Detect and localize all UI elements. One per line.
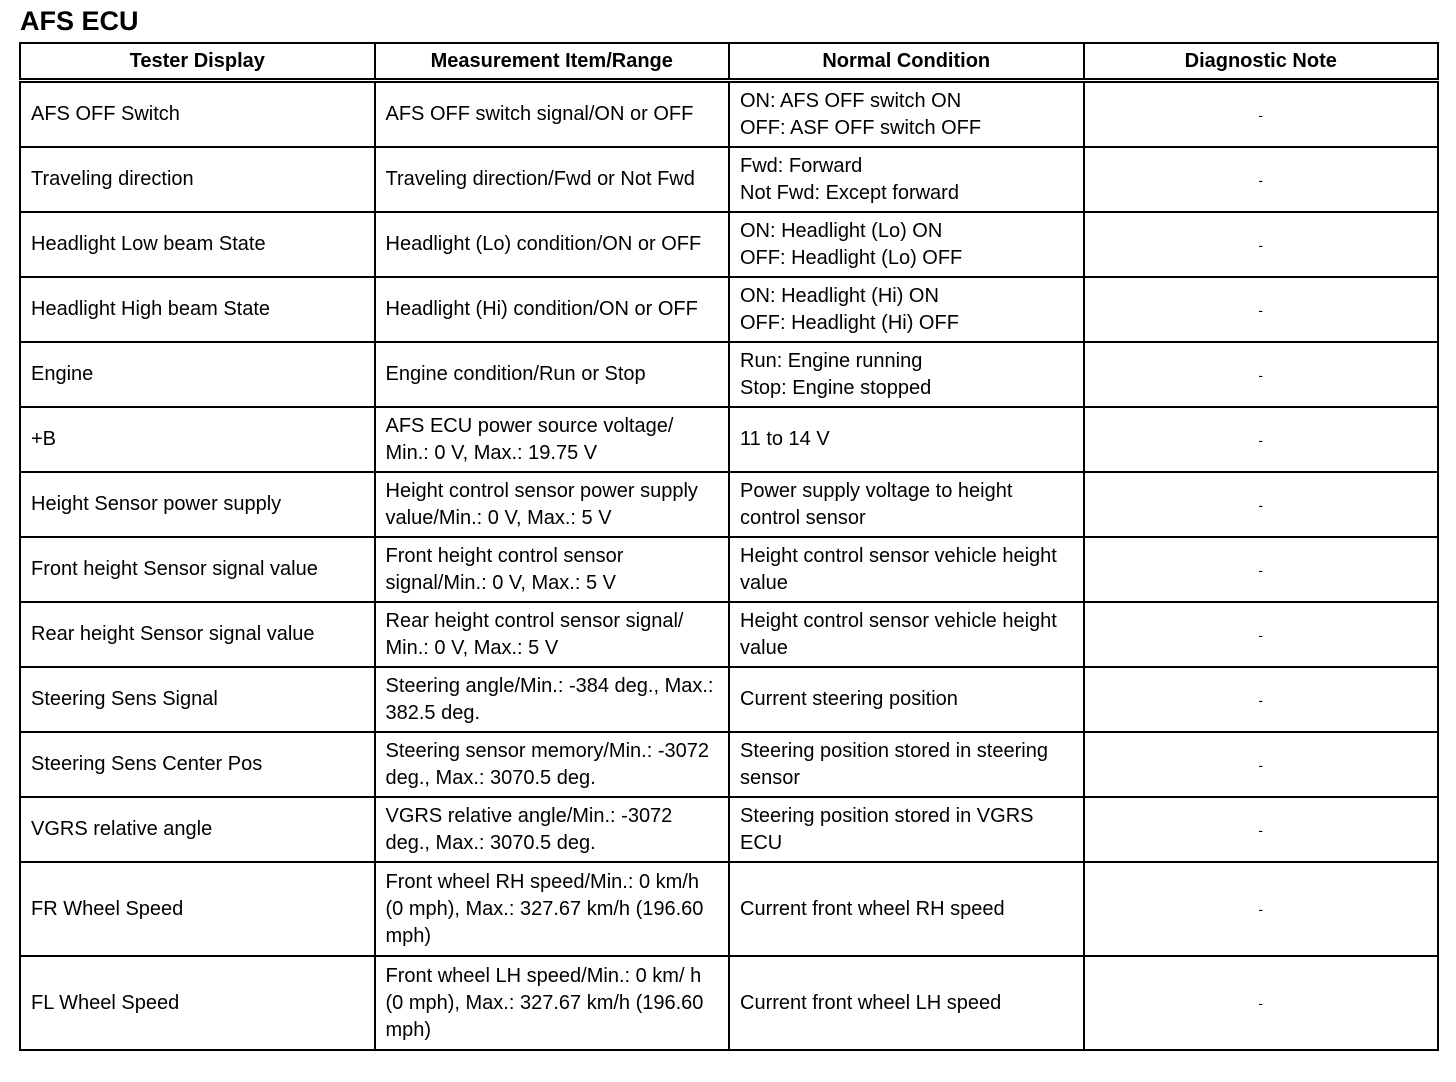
header-tester-display: Tester Display xyxy=(19,42,376,83)
measurement-item-cell: Headlight (Lo) condition/ON or OFF xyxy=(373,211,730,278)
measurement-item-cell: AFS ECU power source voltage/ Min.: 0 V,… xyxy=(373,406,730,473)
note-value: - xyxy=(1258,756,1264,773)
table-row: Rear height Sensor signal value Rear heig… xyxy=(19,601,1439,668)
note-value: - xyxy=(1258,106,1264,123)
diagnostic-note-cell: - xyxy=(1082,211,1439,278)
diagnostic-note-cell: - xyxy=(1082,341,1439,408)
measurement-item-cell: Headlight (Hi) condition/ON or OFF xyxy=(373,276,730,343)
measurement-item-cell: Rear height control sensor signal/ Min.:… xyxy=(373,601,730,668)
note-value: - xyxy=(1258,236,1264,253)
diagnostic-note-cell: - xyxy=(1082,955,1439,1051)
table-row: AFS OFF Switch AFS OFF switch signal/ON o… xyxy=(19,79,1439,148)
tester-display-cell: Steering Sens Center Pos xyxy=(19,731,376,798)
tester-display-cell: FL Wheel Speed xyxy=(19,955,376,1051)
normal-condition-cell: Current steering position xyxy=(728,666,1085,733)
normal-condition-cell: Height control sensor vehicle height val… xyxy=(728,601,1085,668)
table-row: FL Wheel Speed Front wheel LH speed/Min.:… xyxy=(19,955,1439,1051)
tester-display-cell: +B xyxy=(19,406,376,473)
normal-condition-cell: Height control sensor vehicle height val… xyxy=(728,536,1085,603)
table-row: Headlight High beam State Headlight (Hi) … xyxy=(19,276,1439,343)
measurement-item-cell: Engine condition/Run or Stop xyxy=(373,341,730,408)
measurement-item-cell: Front height control sensor signal/Min.:… xyxy=(373,536,730,603)
measurement-item-cell: Steering sensor memory/Min.: -3072 deg.,… xyxy=(373,731,730,798)
normal-condition-cell: Current front wheel RH speed xyxy=(728,861,1085,957)
table-row: VGRS relative angle VGRS relative angle/M… xyxy=(19,796,1439,863)
normal-condition-cell: ON: Headlight (Hi) ON OFF: Headlight (Hi… xyxy=(728,276,1085,343)
normal-condition-cell: Current front wheel LH speed xyxy=(728,955,1085,1051)
normal-condition-cell: 11 to 14 V xyxy=(728,406,1085,473)
note-value: - xyxy=(1258,366,1264,383)
diagnostic-note-cell: - xyxy=(1082,796,1439,863)
tester-display-cell: Engine xyxy=(19,341,376,408)
note-value: - xyxy=(1258,821,1264,838)
table-row: Steering Sens Center Pos Steering sensor … xyxy=(19,731,1439,798)
note-value: - xyxy=(1258,561,1264,578)
table-row: Front height Sensor signal value Front he… xyxy=(19,536,1439,603)
tester-display-cell: Rear height Sensor signal value xyxy=(19,601,376,668)
normal-condition-cell: Power supply voltage to height control s… xyxy=(728,471,1085,538)
note-value: - xyxy=(1258,901,1264,917)
diagnostic-note-cell: - xyxy=(1082,536,1439,603)
header-measurement-item: Measurement Item/Range xyxy=(373,42,730,83)
tester-display-cell: Headlight High beam State xyxy=(19,276,376,343)
table-row: Headlight Low beam State Headlight (Lo) c… xyxy=(19,211,1439,278)
diagnostic-note-cell: - xyxy=(1082,731,1439,798)
tester-display-cell: Traveling direction xyxy=(19,146,376,213)
tester-display-cell: VGRS relative angle xyxy=(19,796,376,863)
note-value: - xyxy=(1258,626,1264,643)
measurement-item-cell: Traveling direction/Fwd or Not Fwd xyxy=(373,146,730,213)
tester-display-cell: Headlight Low beam State xyxy=(19,211,376,278)
diagnostic-note-cell: - xyxy=(1082,861,1439,957)
tester-display-cell: Height Sensor power supply xyxy=(19,471,376,538)
note-value: - xyxy=(1258,691,1264,708)
diagnostic-note-cell: - xyxy=(1082,601,1439,668)
table-row: Traveling direction Traveling direction/F… xyxy=(19,146,1439,213)
table-row: +B AFS ECU power source voltage/ Min.: 0 … xyxy=(19,406,1439,473)
diagnostic-note-cell: - xyxy=(1082,79,1439,148)
diagnostic-note-cell: - xyxy=(1082,406,1439,473)
note-value: - xyxy=(1258,171,1264,188)
measurement-item-cell: Height control sensor power supply value… xyxy=(373,471,730,538)
measurement-item-cell: Front wheel RH speed/Min.: 0 km/h (0 mph… xyxy=(373,861,730,957)
normal-condition-cell: Steering position stored in VGRS ECU xyxy=(728,796,1085,863)
page-title: AFS ECU xyxy=(20,6,139,36)
tester-display-cell: AFS OFF Switch xyxy=(19,79,376,148)
note-value: - xyxy=(1258,995,1264,1011)
note-value: - xyxy=(1258,431,1264,448)
afs-ecu-data-table: Tester Display Measurement Item/Range No… xyxy=(19,42,1439,1051)
header-normal-condition: Normal Condition xyxy=(728,42,1085,83)
normal-condition-cell: Run: Engine running Stop: Engine stopped xyxy=(728,341,1085,408)
measurement-item-cell: Front wheel LH speed/Min.: 0 km/ h (0 mp… xyxy=(373,955,730,1051)
measurement-item-cell: Steering angle/Min.: -384 deg., Max.: 38… xyxy=(373,666,730,733)
note-value: - xyxy=(1258,496,1264,513)
measurement-item-cell: VGRS relative angle/Min.: -3072 deg., Ma… xyxy=(373,796,730,863)
table-row: Steering Sens Signal Steering angle/Min.:… xyxy=(19,666,1439,733)
diagnostic-note-cell: - xyxy=(1082,276,1439,343)
normal-condition-cell: Fwd: Forward Not Fwd: Except forward xyxy=(728,146,1085,213)
normal-condition-cell: ON: AFS OFF switch ON OFF: ASF OFF switc… xyxy=(728,79,1085,148)
table-row: FR Wheel Speed Front wheel RH speed/Min.:… xyxy=(19,861,1439,957)
tester-display-cell: Front height Sensor signal value xyxy=(19,536,376,603)
table-row: Engine Engine condition/Run or Stop Run: E… xyxy=(19,341,1439,408)
diagnostic-note-cell: - xyxy=(1082,471,1439,538)
header-row: Tester Display Measurement Item/Range No… xyxy=(19,42,1439,83)
normal-condition-cell: ON: Headlight (Lo) ON OFF: Headlight (Lo… xyxy=(728,211,1085,278)
tester-display-cell: FR Wheel Speed xyxy=(19,861,376,957)
header-diagnostic-note: Diagnostic Note xyxy=(1082,42,1439,83)
diagnostic-note-cell: - xyxy=(1082,666,1439,733)
table-row: Height Sensor power supply Height control… xyxy=(19,471,1439,538)
normal-condition-cell: Steering position stored in steering sen… xyxy=(728,731,1085,798)
note-value: - xyxy=(1258,301,1264,318)
diagnostic-note-cell: - xyxy=(1082,146,1439,213)
measurement-item-cell: AFS OFF switch signal/ON or OFF xyxy=(373,79,730,148)
tester-display-cell: Steering Sens Signal xyxy=(19,666,376,733)
